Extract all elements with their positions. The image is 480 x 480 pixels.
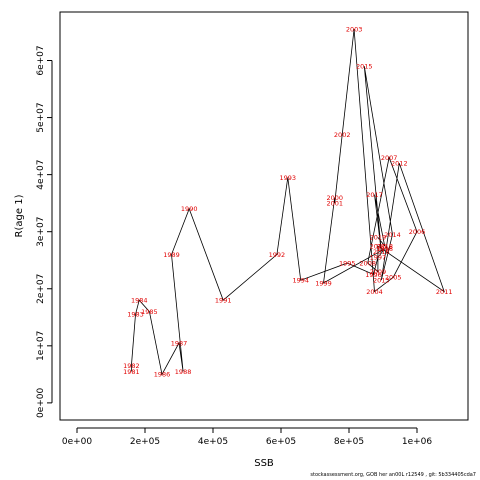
sr-line: [131, 29, 445, 376]
year-label-2016: 2016: [373, 248, 390, 256]
x-axis-title: SSB: [254, 458, 274, 469]
x-axis: 0e+00 2e+05 4e+05 6e+05 8e+05 1e+06: [62, 427, 433, 447]
year-label-1981: 1981: [123, 368, 140, 376]
x-tick-label: 2e+05: [130, 437, 160, 447]
x-tick-label: 8e+05: [334, 437, 364, 447]
year-label-2013: 2013: [373, 276, 390, 284]
year-label-1998: 1998: [376, 245, 393, 253]
y-axis-title: R(age 1): [14, 194, 25, 237]
year-label-2001: 2001: [326, 199, 343, 207]
year-label-1994: 1994: [292, 276, 309, 284]
x-tick-label: 6e+05: [266, 437, 296, 447]
year-label-1991: 1991: [215, 296, 232, 304]
year-label-2005: 2005: [385, 274, 402, 282]
year-label-2006: 2006: [409, 228, 426, 236]
year-label-2000: 2000: [326, 194, 343, 202]
series-path: [131, 29, 445, 376]
year-label-1987: 1987: [171, 339, 188, 347]
y-axis: 0e+00 1e+07 2e+07 3e+07 4e+07 5e+07 6e+07: [36, 45, 53, 418]
y-tick-label: 2e+07: [36, 274, 46, 304]
year-label-1984: 1984: [131, 296, 148, 304]
year-label-2007: 2007: [381, 154, 398, 162]
plot-frame: [59, 11, 469, 421]
year-label-2012: 2012: [391, 160, 408, 168]
y-tick-label: 0e+00: [36, 387, 46, 418]
year-label-1996: 1996: [365, 271, 382, 279]
x-tick-label: 4e+05: [198, 437, 228, 447]
year-label-1986: 1986: [154, 371, 171, 379]
year-label-2009: 2009: [370, 268, 387, 276]
x-tick-label: 0e+00: [62, 437, 93, 447]
year-label-2008: 2008: [359, 259, 376, 267]
year-label-2019: 2019: [370, 234, 387, 242]
year-label-1989: 1989: [163, 251, 180, 259]
year-label-1995: 1995: [339, 259, 356, 267]
x-tick-label: 1e+06: [402, 437, 433, 447]
year-label-1983: 1983: [127, 311, 144, 319]
year-label-2017: 2017: [366, 191, 383, 199]
year-label-2011: 2011: [436, 288, 453, 296]
year-label-2004: 2004: [366, 288, 383, 296]
y-tick-label: 4e+07: [36, 159, 46, 189]
y-tick-label: 6e+07: [36, 45, 46, 75]
year-label-1990: 1990: [181, 205, 198, 213]
year-label-2014: 2014: [384, 231, 401, 239]
year-label-2002: 2002: [334, 131, 351, 139]
y-tick-label: 5e+07: [36, 102, 46, 132]
year-label-1988: 1988: [175, 368, 192, 376]
year-label-1999: 1999: [315, 279, 332, 287]
year-label-1997: 1997: [370, 254, 387, 262]
year-label-2010: 2010: [370, 242, 387, 250]
footer-note: stockassessment.org, GOB her an00L r1254…: [310, 472, 476, 478]
year-label-1985: 1985: [141, 308, 158, 316]
year-label-2018: 2018: [376, 242, 393, 250]
year-label-2015: 2015: [356, 63, 373, 71]
y-tick-label: 1e+07: [36, 331, 46, 361]
y-tick-label: 3e+07: [36, 217, 46, 247]
year-label-1992: 1992: [269, 251, 286, 259]
year-label-2003: 2003: [346, 25, 363, 33]
year-label-1993: 1993: [280, 174, 297, 182]
year-label-1982: 1982: [123, 362, 140, 370]
